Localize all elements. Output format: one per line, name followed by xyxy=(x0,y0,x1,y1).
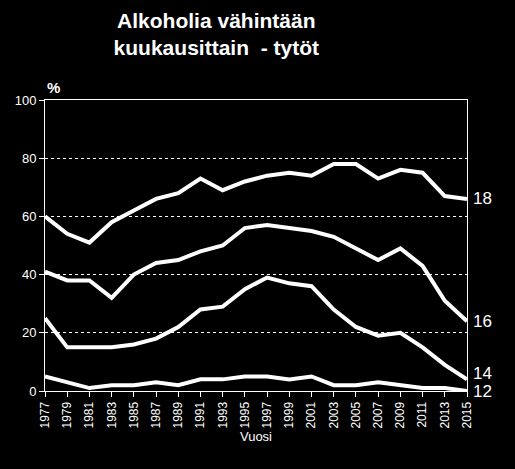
svg-text:2009: 2009 xyxy=(393,401,407,428)
svg-text:40: 40 xyxy=(22,267,36,282)
svg-text:1989: 1989 xyxy=(171,401,185,428)
svg-text:18: 18 xyxy=(473,189,492,208)
svg-text:1981: 1981 xyxy=(82,401,96,428)
svg-text:1987: 1987 xyxy=(149,401,163,428)
svg-text:14: 14 xyxy=(473,364,492,383)
svg-text:2001: 2001 xyxy=(304,401,318,428)
svg-text:2003: 2003 xyxy=(327,401,341,428)
svg-text:0: 0 xyxy=(29,384,36,399)
svg-text:2007: 2007 xyxy=(371,401,385,428)
svg-text:2011: 2011 xyxy=(415,401,429,427)
svg-text:20: 20 xyxy=(22,325,36,340)
svg-text:2015: 2015 xyxy=(460,401,474,428)
svg-text:60: 60 xyxy=(22,209,36,224)
svg-text:1993: 1993 xyxy=(216,401,230,428)
svg-text:1995: 1995 xyxy=(238,401,252,428)
svg-text:Alkoholia vähintäänkuukausitta: Alkoholia vähintäänkuukausittain - tytöt xyxy=(114,9,319,59)
svg-text:1999: 1999 xyxy=(282,401,296,428)
svg-text:%: % xyxy=(47,79,60,96)
svg-text:Vuosi: Vuosi xyxy=(240,429,272,444)
svg-text:1985: 1985 xyxy=(127,401,141,428)
svg-text:2013: 2013 xyxy=(438,401,452,428)
svg-text:12: 12 xyxy=(473,382,492,401)
svg-text:1983: 1983 xyxy=(105,401,119,428)
svg-text:16: 16 xyxy=(473,312,492,331)
svg-text:1997: 1997 xyxy=(260,401,274,428)
svg-text:80: 80 xyxy=(22,151,36,166)
svg-text:2005: 2005 xyxy=(349,401,363,428)
svg-text:1991: 1991 xyxy=(193,401,207,428)
svg-text:1977: 1977 xyxy=(38,401,52,428)
svg-text:1979: 1979 xyxy=(60,401,74,428)
svg-text:100: 100 xyxy=(15,93,37,108)
